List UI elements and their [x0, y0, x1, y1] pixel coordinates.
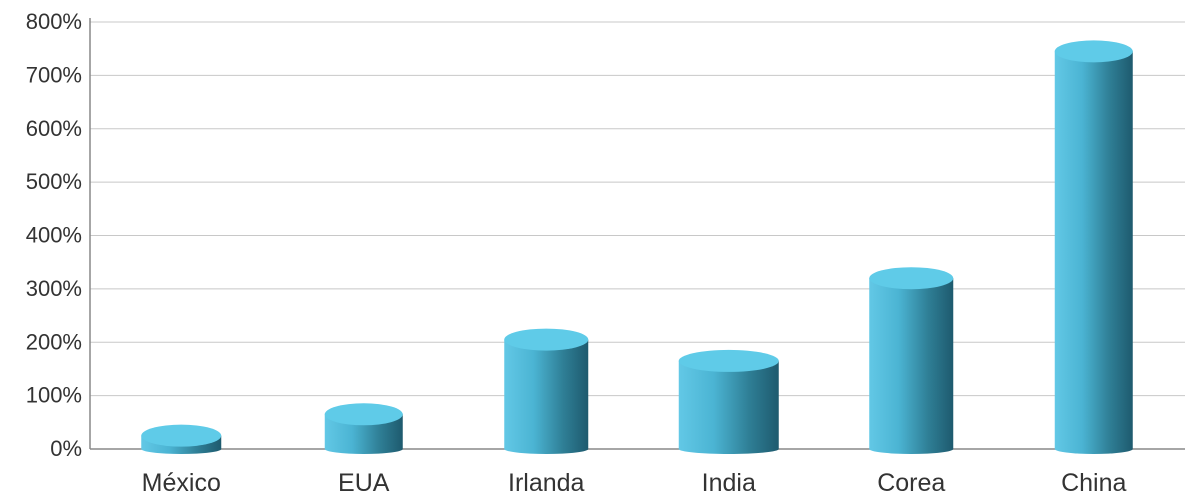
y-tick-label: 500% [26, 169, 82, 194]
bar-top [1054, 40, 1133, 63]
bar-irlanda [504, 328, 589, 454]
y-tick-label: 100% [26, 383, 82, 408]
y-tick-label: 200% [26, 329, 82, 354]
bar-top [504, 328, 589, 351]
bar-top [678, 349, 779, 372]
bar-top [869, 267, 954, 290]
x-tick-label: EUA [338, 469, 390, 497]
x-tick-label: India [702, 469, 756, 497]
bar-eua [324, 403, 403, 454]
bar-china [1054, 40, 1133, 454]
y-tick-label: 600% [26, 116, 82, 141]
axes [89, 18, 1185, 450]
y-tick-label: 0% [50, 436, 82, 461]
bars [141, 40, 1133, 454]
bar-body [324, 414, 403, 454]
bar-body [869, 278, 954, 454]
bar-india [678, 349, 779, 454]
bar-body [1054, 51, 1133, 454]
bar-body [504, 339, 589, 454]
y-tick-label: 400% [26, 223, 82, 248]
bar-body [678, 360, 779, 454]
x-tick-label: Corea [877, 469, 945, 497]
y-tick-label: 800% [26, 9, 82, 34]
x-tick-label: Irlanda [508, 469, 585, 497]
x-tick-label: China [1061, 469, 1126, 497]
y-tick-label: 300% [26, 276, 82, 301]
gridlines [90, 21, 1185, 397]
x-axis-labels: México EUA Irlanda India Corea China [142, 469, 1127, 497]
bar-top [141, 424, 222, 447]
bar-mexico [141, 424, 222, 454]
x-tick-label: México [142, 469, 221, 497]
y-axis-ticks: 0% 100% 200% 300% 400% 500% 600% 700% 800% [26, 9, 82, 461]
bar-top [324, 403, 403, 426]
y-tick-label: 700% [26, 62, 82, 87]
bar-corea [869, 267, 954, 454]
